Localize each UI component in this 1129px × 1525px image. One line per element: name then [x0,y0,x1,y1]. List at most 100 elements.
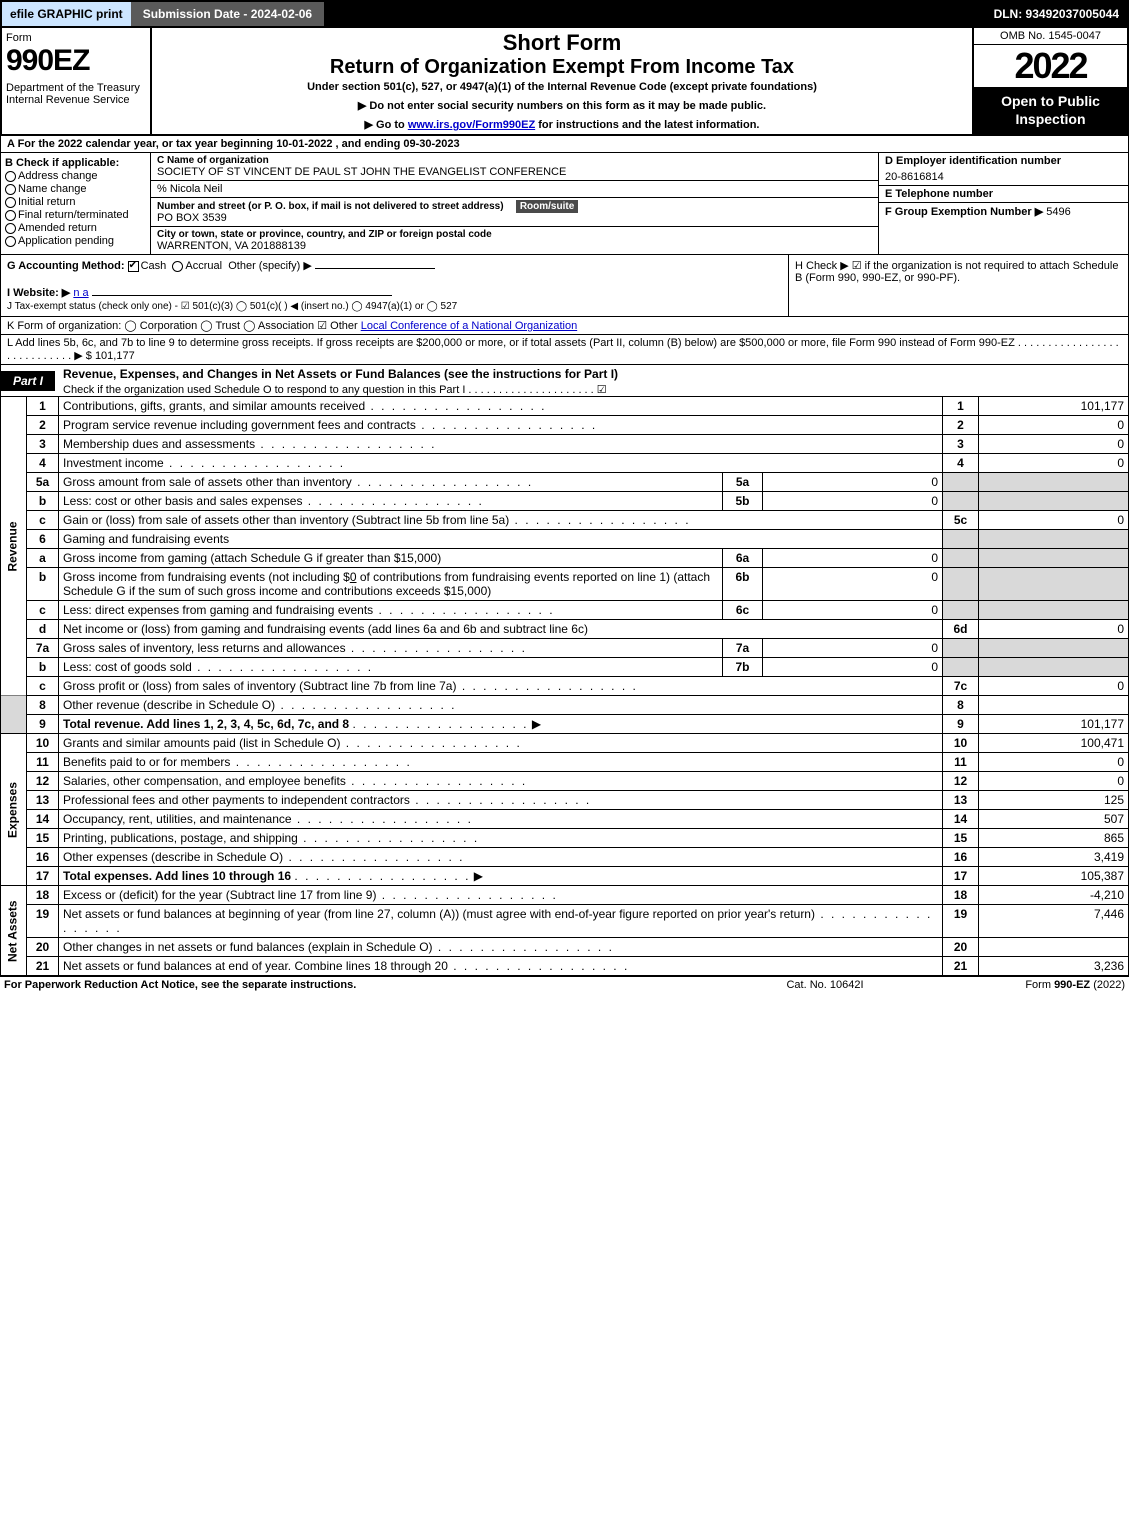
b-init-label: Initial return [18,196,75,208]
line-9-value: 101,177 [979,715,1129,734]
check-initial-return[interactable]: Initial return [5,196,146,208]
instruction-ssn: ▶ Do not enter social security numbers o… [158,99,966,112]
g-accrual: Accrual [185,260,222,272]
b-addr-label: Address change [18,170,98,182]
form-header: Form 990EZ Department of the Treasury In… [0,28,1129,136]
check-cash[interactable] [128,261,139,272]
department: Department of the Treasury Internal Reve… [6,82,146,106]
line-6b-sub: 6b [723,568,763,601]
line-16-refnum: 16 [943,848,979,867]
efile-print-button[interactable]: efile GRAPHIC print [2,2,131,26]
line-3-desc: Membership dues and assessments [63,437,436,451]
k-other-link[interactable]: Local Conference of a National Organizat… [361,320,577,332]
dln: DLN: 93492037005044 [986,2,1127,26]
line-5b-val: 0 [763,492,943,511]
section-c: C Name of organization SOCIETY OF ST VIN… [151,153,878,254]
line-7b-val: 0 [763,658,943,677]
omb-number: OMB No. 1545-0047 [974,28,1127,45]
top-bar: efile GRAPHIC print Submission Date - 20… [0,0,1129,28]
form-number: 990EZ [6,44,146,78]
revenue-sidelabel: Revenue [1,397,27,696]
b-header: B Check if applicable: [5,157,146,169]
part-i-header: Part I Revenue, Expenses, and Changes in… [0,365,1129,397]
group-exemption: 5496 [1046,206,1070,218]
line-21-refnum: 21 [943,957,979,976]
line-19-value: 7,446 [979,905,1129,938]
header-left: Form 990EZ Department of the Treasury In… [2,28,152,134]
footer-right: Form 990-EZ (2022) [925,979,1125,991]
submission-date: Submission Date - 2024-02-06 [131,2,324,26]
title-short-form: Short Form [158,30,966,56]
line-5a-val: 0 [763,473,943,492]
title-return: Return of Organization Exempt From Incom… [158,56,966,79]
line-1-value: 101,177 [979,397,1129,416]
line-15-value: 865 [979,829,1129,848]
line-18-value: -4,210 [979,886,1129,905]
check-amended-return[interactable]: Amended return [5,222,146,234]
line-4-desc: Investment income [63,456,345,470]
line-9-refnum: 9 [943,715,979,734]
room-label: Room/suite [516,200,578,213]
line-20-refnum: 20 [943,938,979,957]
g-cash: Cash [141,260,167,272]
section-def: D Employer identification number 20-8616… [878,153,1128,254]
check-application-pending[interactable]: Application pending [5,235,146,247]
line-11-value: 0 [979,753,1129,772]
instr-post: for instructions and the latest informat… [535,119,759,131]
instr-pre: ▶ Go to [365,119,408,131]
part-i-table: Revenue 1 Contributions, gifts, grants, … [0,397,1129,976]
g-other-input[interactable] [315,268,435,269]
form-label: Form [6,32,146,44]
website-link[interactable]: n a [73,287,88,299]
line-11-desc: Benefits paid to or for members [63,755,412,769]
line-15-desc: Printing, publications, postage, and shi… [63,831,479,845]
row-a-tax-year: A For the 2022 calendar year, or tax yea… [0,136,1129,153]
g-other: Other (specify) ▶ [228,260,312,272]
line-14-desc: Occupancy, rent, utilities, and maintena… [63,812,473,826]
part-i-sched-o: Check if the organization used Schedule … [55,383,1128,396]
check-final-return[interactable]: Final return/terminated [5,209,146,221]
line-14-value: 507 [979,810,1129,829]
g-label: G Accounting Method: [7,260,125,272]
line-7b-sub: 7b [723,658,763,677]
line-13-desc: Professional fees and other payments to … [63,793,591,807]
check-accrual[interactable] [172,261,183,272]
line-21-desc: Net assets or fund balances at end of ye… [63,959,629,973]
part-i-tag: Part I [1,371,55,391]
row-gh: G Accounting Method: Cash Accrual Other … [0,255,1129,317]
line-7a-val: 0 [763,639,943,658]
section-bcdef: B Check if applicable: Address change Na… [0,153,1129,255]
footer-r-post: (2022) [1090,979,1125,991]
footer-r-bold: 990-EZ [1054,979,1090,991]
line-8-value [979,696,1129,715]
line-18-refnum: 18 [943,886,979,905]
line-6c-desc: Less: direct expenses from gaming and fu… [63,603,555,617]
line-12-refnum: 12 [943,772,979,791]
check-address-change[interactable]: Address change [5,170,146,182]
line-19-desc: Net assets or fund balances at beginning… [63,907,932,935]
line-2-value: 0 [979,416,1129,435]
instruction-url: ▶ Go to www.irs.gov/Form990EZ for instru… [158,118,966,131]
part-i-title: Revenue, Expenses, and Changes in Net As… [55,365,1128,383]
line-6b-blank: 0 [350,570,357,584]
line-20-desc: Other changes in net assets or fund bala… [63,940,614,954]
topbar-spacer [324,2,985,26]
line-5c-value: 0 [979,511,1129,530]
i-label: I Website: ▶ [7,287,70,299]
line-3-value: 0 [979,435,1129,454]
line-10-refnum: 10 [943,734,979,753]
line-6b-val: 0 [763,568,943,601]
line-8-refnum: 8 [943,696,979,715]
line-6a-sub: 6a [723,549,763,568]
line-2-desc: Program service revenue including govern… [63,418,597,432]
line-6c-val: 0 [763,601,943,620]
line-6a-desc: Gross income from gaming (attach Schedul… [59,549,723,568]
b-amend-label: Amended return [18,222,97,234]
line-9-desc: Total revenue. Add lines 1, 2, 3, 4, 5c,… [63,717,349,731]
line-5c-refnum: 5c [943,511,979,530]
irs-link[interactable]: www.irs.gov/Form990EZ [408,119,535,131]
line-6-desc: Gaming and fundraising events [59,530,943,549]
line-12-value: 0 [979,772,1129,791]
line-6d-desc: Net income or (loss) from gaming and fun… [59,620,943,639]
check-name-change[interactable]: Name change [5,183,146,195]
